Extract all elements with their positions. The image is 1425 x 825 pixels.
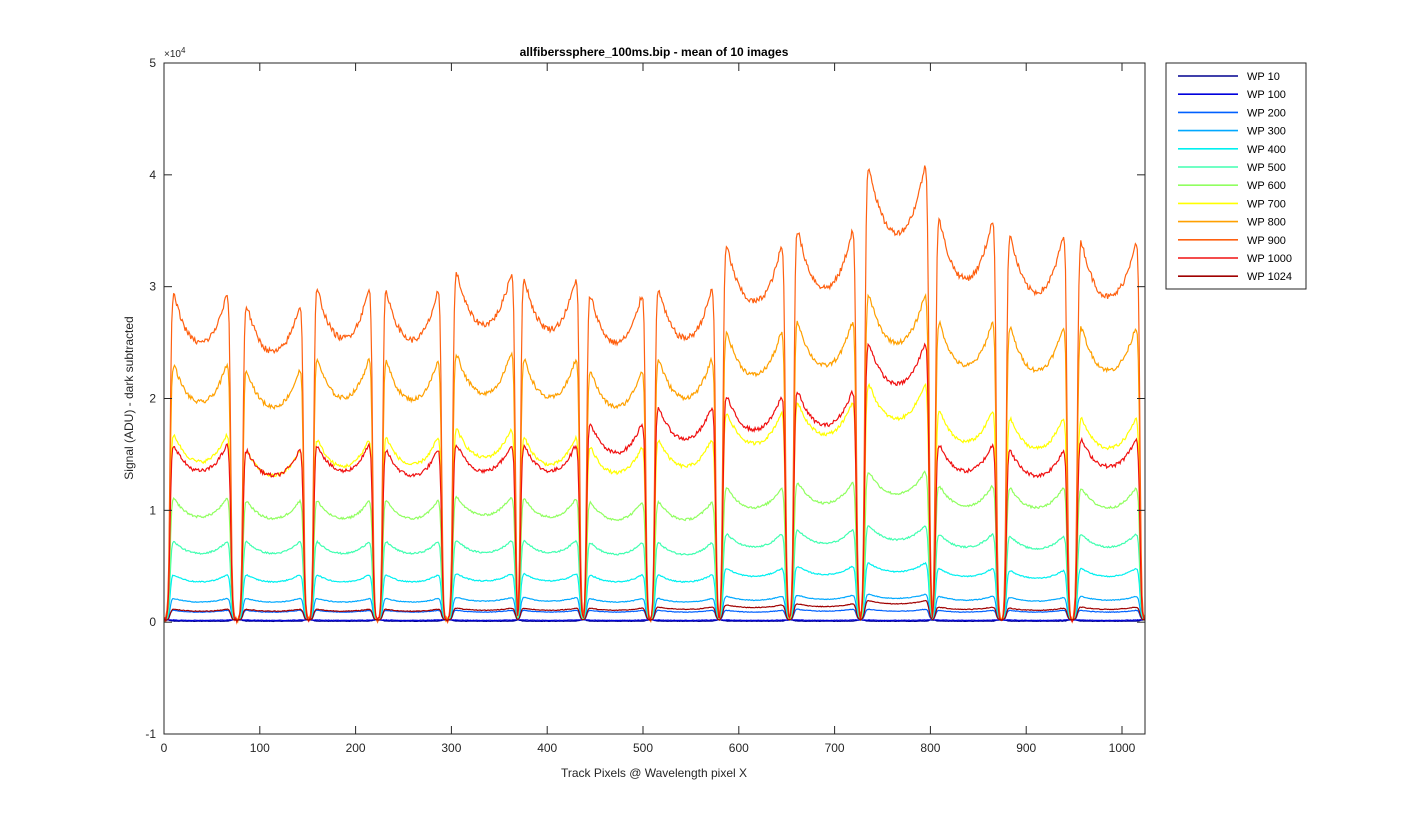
legend-label: WP 1024 [1247,271,1292,283]
x-tick-label: 500 [633,741,653,755]
x-axis-label: Track Pixels @ Wavelength pixel X [561,766,747,780]
legend-label: WP 10 [1247,71,1280,83]
legend-label: WP 1000 [1247,253,1292,265]
plot-area [164,63,1145,734]
x-tick-label: 800 [920,741,940,755]
series-line [163,599,1146,621]
x-tick-label: 100 [250,741,270,755]
chart-title: allfiberssphere_100ms.bip - mean of 10 i… [520,45,789,59]
legend-label: WP 700 [1247,198,1286,210]
legend-items: WP 10 WP 100 WP 200 WP 300 WP 400 WP 500 WP 60… [1178,71,1292,283]
legend-label: WP 800 [1247,217,1286,229]
legend-label: WP 500 [1247,162,1286,174]
legend-label: WP 100 [1247,89,1286,101]
exponent-base: ×10 [164,49,181,60]
x-tick-label: 200 [346,741,366,755]
series-line [163,165,1146,625]
series-line [163,342,1146,624]
exponent-label: ×104 [164,46,186,60]
legend-box [1165,62,1307,290]
x-tick-label: 300 [441,741,461,755]
series-line [164,619,1146,622]
legend[interactable]: WP 10 WP 100 WP 200 WP 300 WP 400 WP 500 WP 60… [1165,62,1307,290]
x-tick-label: 1000 [1109,741,1136,755]
y-tick-label: 1 [149,503,156,517]
y-tick-label: -1 [145,727,156,741]
y-tick-label: 5 [149,56,156,70]
series-layer [163,165,1146,625]
x-tick-label: 700 [825,741,845,755]
legend-label: WP 200 [1247,107,1286,119]
x-tick-label: 400 [537,741,557,755]
y-axis-label: Signal (ADU) - dark subtracted [122,316,136,479]
legend-label: WP 600 [1247,180,1286,192]
y-tick-label: 2 [149,392,156,406]
legend-label: WP 900 [1247,235,1286,247]
x-ticks: 0 100 200 300 400 500 600 700 800 900 1000 [161,63,1136,755]
y-ticks: -1 0 1 2 3 4 5 [145,56,1145,741]
y-tick-label: 3 [149,280,156,294]
legend-label: WP 400 [1247,144,1286,156]
x-tick-label: 600 [729,741,749,755]
legend-label: WP 300 [1247,126,1286,138]
x-tick-label: 900 [1016,741,1036,755]
series-line [164,525,1146,622]
x-tick-label: 0 [161,741,168,755]
y-tick-label: 0 [149,615,156,629]
y-tick-label: 4 [149,168,156,182]
series-line [163,561,1146,622]
series-line [163,593,1146,621]
exponent-power: 4 [181,46,186,55]
